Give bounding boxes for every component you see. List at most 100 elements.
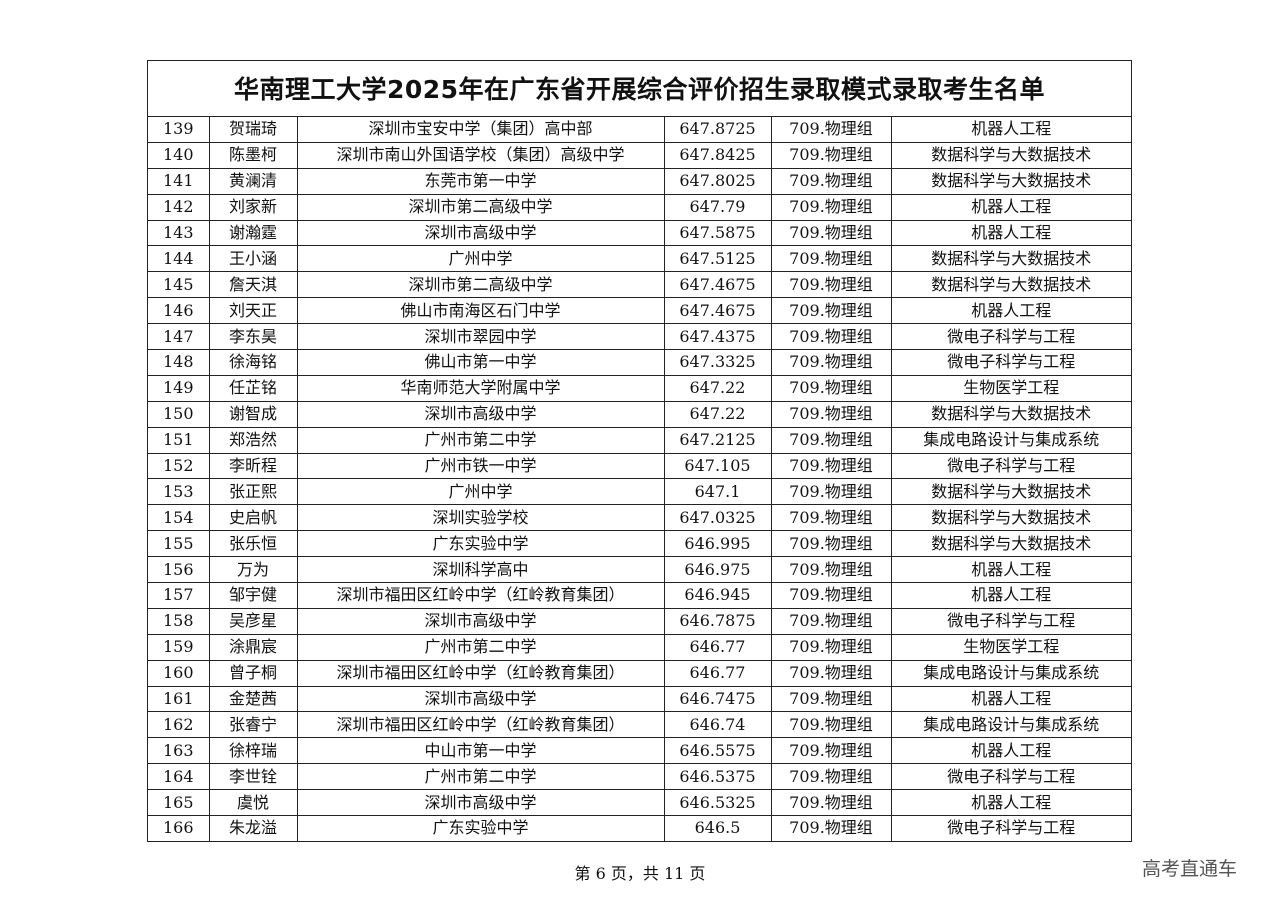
row-number-cell: 161 <box>148 685 210 713</box>
major-cell: 数据科学与大数据技术 <box>890 167 1131 195</box>
subject-group-cell: 709.物理组 <box>770 685 892 713</box>
school-cell: 东莞市第一中学 <box>296 167 665 195</box>
subject-group-cell: 709.物理组 <box>770 426 892 454</box>
major-cell: 机器人工程 <box>890 789 1131 817</box>
row-number-cell: 157 <box>148 582 210 609</box>
subject-group-cell: 709.物理组 <box>770 711 892 739</box>
row-number-cell: 139 <box>148 117 210 143</box>
student-name-cell: 刘天正 <box>208 297 298 325</box>
major-cell: 微电子科学与工程 <box>890 607 1131 635</box>
table-row: 163 徐梓瑞 中山市第一中学 646.5575 709.物理组 机器人工程 <box>148 737 1131 765</box>
row-number-cell: 152 <box>148 452 210 480</box>
table-row: 153 张正熙 广州中学 647.1 709.物理组 数据科学与大数据技术 <box>148 478 1131 506</box>
student-name-cell: 金楚茜 <box>208 685 298 713</box>
row-number-cell: 147 <box>148 323 210 351</box>
major-cell: 机器人工程 <box>890 556 1131 584</box>
student-name-cell: 张乐恒 <box>208 530 298 558</box>
score-cell: 647.4375 <box>663 323 772 351</box>
score-cell: 646.5375 <box>663 763 772 791</box>
table-row: 145 詹天淇 深圳市第二高级中学 647.4675 709.物理组 数据科学与大数据技术 <box>148 271 1131 299</box>
score-cell: 646.995 <box>663 530 772 558</box>
table-row: 158 吴彦星 深圳市高级中学 646.7875 709.物理组 微电子科学与工程 <box>148 607 1131 635</box>
student-name-cell: 黄澜清 <box>208 167 298 195</box>
subject-group-cell: 709.物理组 <box>770 452 892 480</box>
student-name-cell: 陈墨柯 <box>208 141 298 169</box>
student-name-cell: 谢智成 <box>208 400 298 428</box>
row-number-cell: 164 <box>148 763 210 791</box>
table-row: 156 万为 深圳科学高中 646.975 709.物理组 机器人工程 <box>148 556 1131 584</box>
table-row: 146 刘天正 佛山市南海区石门中学 647.4675 709.物理组 机器人工程 <box>148 297 1131 325</box>
subject-group-cell: 709.物理组 <box>770 633 892 661</box>
score-cell: 646.77 <box>663 659 772 687</box>
student-name-cell: 郑浩然 <box>208 426 298 454</box>
major-cell: 生物医学工程 <box>890 374 1131 402</box>
subject-group-cell: 709.物理组 <box>770 763 892 791</box>
school-cell: 深圳市福田区红岭中学（红岭教育集团） <box>296 659 665 687</box>
table-row: 165 虞悦 深圳市高级中学 646.5325 709.物理组 机器人工程 <box>148 789 1131 817</box>
subject-group-cell: 709.物理组 <box>770 323 892 351</box>
major-cell: 集成电路设计与集成系统 <box>890 711 1131 739</box>
school-cell: 深圳实验学校 <box>296 504 665 532</box>
row-number-cell: 143 <box>148 219 210 247</box>
table-row: 159 涂鼎宸 广州市第二中学 646.77 709.物理组 生物医学工程 <box>148 633 1131 661</box>
table-row: 166 朱龙溢 广东实验中学 646.5 709.物理组 微电子科学与工程 <box>148 815 1131 841</box>
subject-group-cell: 709.物理组 <box>770 271 892 299</box>
score-cell: 647.105 <box>663 452 772 480</box>
score-cell: 647.22 <box>663 374 772 402</box>
subject-group-cell: 709.物理组 <box>770 117 892 143</box>
subject-group-cell: 709.物理组 <box>770 193 892 221</box>
row-number-cell: 141 <box>148 167 210 195</box>
subject-group-cell: 709.物理组 <box>770 141 892 169</box>
subject-group-cell: 709.物理组 <box>770 582 892 609</box>
score-cell: 647.0325 <box>663 504 772 532</box>
student-name-cell: 谢瀚霆 <box>208 219 298 247</box>
row-number-cell: 166 <box>148 815 210 841</box>
row-number-cell: 146 <box>148 297 210 325</box>
school-cell: 深圳市福田区红岭中学（红岭教育集团） <box>296 582 665 609</box>
row-number-cell: 149 <box>148 374 210 402</box>
subject-group-cell: 709.物理组 <box>770 245 892 273</box>
major-cell: 数据科学与大数据技术 <box>890 400 1131 428</box>
student-name-cell: 任芷铭 <box>208 374 298 402</box>
score-cell: 647.2125 <box>663 426 772 454</box>
student-name-cell: 徐海铭 <box>208 349 298 376</box>
score-cell: 647.79 <box>663 193 772 221</box>
subject-group-cell: 709.物理组 <box>770 556 892 584</box>
admission-table: 139 贺瑞琦 深圳市宝安中学（集团）高中部 647.8725 709.物理组 机器人工程… <box>148 117 1131 841</box>
score-cell: 647.8025 <box>663 167 772 195</box>
student-name-cell: 李东昊 <box>208 323 298 351</box>
row-number-cell: 142 <box>148 193 210 221</box>
school-cell: 深圳科学高中 <box>296 556 665 584</box>
major-cell: 微电子科学与工程 <box>890 323 1131 351</box>
major-cell: 机器人工程 <box>890 737 1131 765</box>
student-name-cell: 邹宇健 <box>208 582 298 609</box>
school-cell: 广州中学 <box>296 245 665 273</box>
table-row: 152 李昕程 广州市铁一中学 647.105 709.物理组 微电子科学与工程 <box>148 452 1131 480</box>
row-number-cell: 151 <box>148 426 210 454</box>
school-cell: 华南师范大学附属中学 <box>296 374 665 402</box>
school-cell: 深圳市第二高级中学 <box>296 193 665 221</box>
student-name-cell: 李昕程 <box>208 452 298 480</box>
score-cell: 647.8425 <box>663 141 772 169</box>
student-name-cell: 徐梓瑞 <box>208 737 298 765</box>
student-name-cell: 万为 <box>208 556 298 584</box>
row-number-cell: 153 <box>148 478 210 506</box>
row-number-cell: 145 <box>148 271 210 299</box>
subject-group-cell: 709.物理组 <box>770 607 892 635</box>
school-cell: 广州市第二中学 <box>296 763 665 791</box>
row-number-cell: 154 <box>148 504 210 532</box>
major-cell: 机器人工程 <box>890 582 1131 609</box>
school-cell: 广东实验中学 <box>296 530 665 558</box>
school-cell: 广州市第二中学 <box>296 426 665 454</box>
student-name-cell: 涂鼎宸 <box>208 633 298 661</box>
row-number-cell: 158 <box>148 607 210 635</box>
row-number-cell: 163 <box>148 737 210 765</box>
major-cell: 数据科学与大数据技术 <box>890 245 1131 273</box>
student-name-cell: 虞悦 <box>208 789 298 817</box>
admission-list-document: 华南理工大学2025年在广东省开展综合评价招生录取模式录取考生名单 139 贺瑞琦… <box>147 60 1132 842</box>
student-name-cell: 贺瑞琦 <box>208 117 298 143</box>
table-row: 141 黄澜清 东莞市第一中学 647.8025 709.物理组 数据科学与大数据技术 <box>148 167 1131 195</box>
subject-group-cell: 709.物理组 <box>770 659 892 687</box>
school-cell: 深圳市福田区红岭中学（红岭教育集团） <box>296 711 665 739</box>
major-cell: 数据科学与大数据技术 <box>890 530 1131 558</box>
